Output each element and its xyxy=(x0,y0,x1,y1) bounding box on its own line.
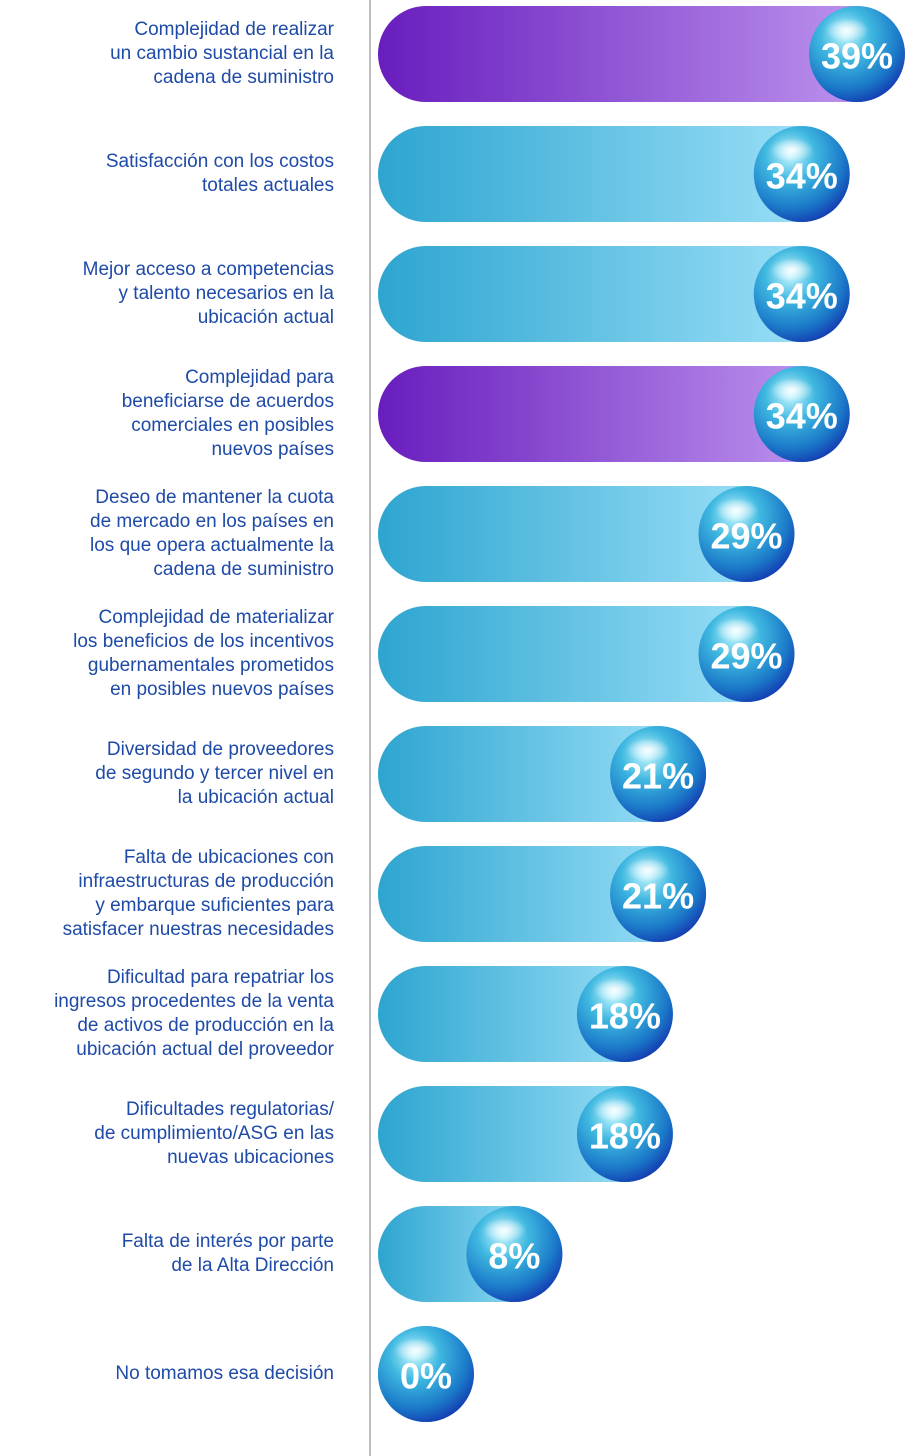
category-label: Complejidad de realizar un cambio sustan… xyxy=(110,19,334,88)
bubble-shine xyxy=(769,378,814,402)
category-label: Satisfacción con los costos totales actu… xyxy=(105,151,334,196)
value-label: 8% xyxy=(488,1236,540,1277)
bubble-shine xyxy=(482,1218,527,1242)
bar xyxy=(378,6,905,102)
category-label: Falta de ubicaciones con infraestructura… xyxy=(62,847,334,940)
bubble-shine xyxy=(592,978,637,1002)
bubble-shine xyxy=(769,138,814,162)
value-label: 29% xyxy=(710,516,782,557)
value-label: 21% xyxy=(622,876,694,917)
bubble-shine xyxy=(626,858,671,882)
bubble-shine xyxy=(592,1098,637,1122)
category-label: Dificultades regulatorias/ de cumplimien… xyxy=(94,1099,334,1168)
bubble-shine xyxy=(714,618,759,642)
value-label: 18% xyxy=(589,996,661,1037)
value-label: 34% xyxy=(766,276,838,317)
bubble-shine xyxy=(394,1338,438,1362)
bar xyxy=(378,126,850,222)
bubble-shine xyxy=(714,498,759,522)
bar xyxy=(378,486,795,582)
category-label: Deseo de mantener la cuota de mercado en… xyxy=(90,487,334,580)
value-label: 0% xyxy=(400,1356,452,1397)
bubble-shine xyxy=(769,258,814,282)
value-label: 21% xyxy=(622,756,694,797)
bar xyxy=(378,606,795,702)
bubble-shine xyxy=(626,738,671,762)
bar xyxy=(378,366,850,462)
category-label: Dificultad para repatriar los ingresos p… xyxy=(54,967,334,1060)
bar xyxy=(378,246,850,342)
category-label: Complejidad para beneficiarse de acuerdo… xyxy=(121,367,334,460)
value-label: 34% xyxy=(766,396,838,437)
category-label: Complejidad de materializar los benefici… xyxy=(73,607,334,700)
value-label: 34% xyxy=(766,156,838,197)
category-label: No tomamos esa decisión xyxy=(115,1363,334,1384)
value-label: 18% xyxy=(589,1116,661,1157)
category-label: Falta de interés por parte de la Alta Di… xyxy=(121,1231,334,1276)
value-label: 29% xyxy=(710,636,782,677)
bubble-shine xyxy=(825,18,869,42)
category-label: Diversidad de proveedores de segundo y t… xyxy=(95,739,334,808)
value-label: 39% xyxy=(821,36,893,77)
category-label: Mejor acceso a competencias y talento ne… xyxy=(82,259,334,328)
